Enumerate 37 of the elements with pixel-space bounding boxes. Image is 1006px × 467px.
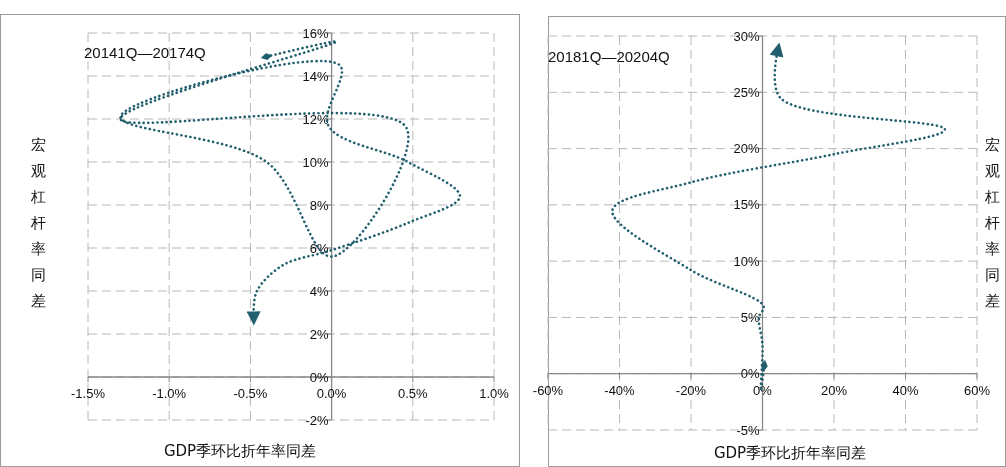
x-tick-label: -1.5% [71, 386, 106, 401]
x-tick-label: 40% [892, 382, 919, 398]
x-tick-label: 20% [820, 382, 848, 398]
y-tick-label: 20% [733, 141, 760, 157]
x-tick-label: 0.5% [397, 386, 429, 401]
y-tick-label: 5% [740, 309, 760, 325]
x-tick-label: 0.0% [316, 386, 347, 401]
y-tick-label: 0% [309, 369, 330, 385]
y-tick-label: 16% [302, 25, 330, 41]
y-tick-label: 14% [302, 68, 330, 84]
y-tick-label: 0% [740, 366, 760, 382]
y-tick-label: 4% [309, 283, 330, 299]
y-tick-label: -2% [305, 412, 330, 428]
x-axis-title: GDP季环比折年率同差 [713, 444, 867, 462]
y-axis-title: 宏观杠杆率同差 [29, 136, 46, 310]
x-tick-label: 1.0% [479, 386, 510, 401]
x-tick-label: -20% [675, 382, 707, 398]
y-tick-label: 30% [733, 28, 760, 44]
x-tick-label: 0% [753, 382, 773, 398]
x-tick-label: -0.5% [233, 386, 268, 401]
x-tick-label: -1.0% [152, 386, 187, 401]
y-tick-label: 10% [733, 253, 760, 269]
x-tick-label: 60% [963, 382, 991, 398]
x-tick-label: -40% [604, 382, 636, 398]
y-tick-label: 15% [733, 197, 760, 213]
y-tick-label: 2% [309, 326, 330, 342]
y-tick-label: 12% [302, 111, 330, 127]
x-tick-label: -60% [532, 382, 564, 398]
y-tick-label: 10% [302, 154, 330, 170]
y-tick-label: -5% [736, 422, 760, 438]
annotation: 20181Q—20204Q [548, 48, 670, 65]
annotation: 20141Q—20174Q [84, 44, 206, 61]
y-tick-label: 25% [733, 84, 760, 100]
y-tick-label: 8% [309, 197, 330, 213]
y-tick-label: 6% [309, 240, 330, 256]
x-axis-title: GDP季环比折年率同差 [163, 442, 317, 460]
y-axis-title: 宏观杠杆率同差 [983, 136, 1000, 310]
